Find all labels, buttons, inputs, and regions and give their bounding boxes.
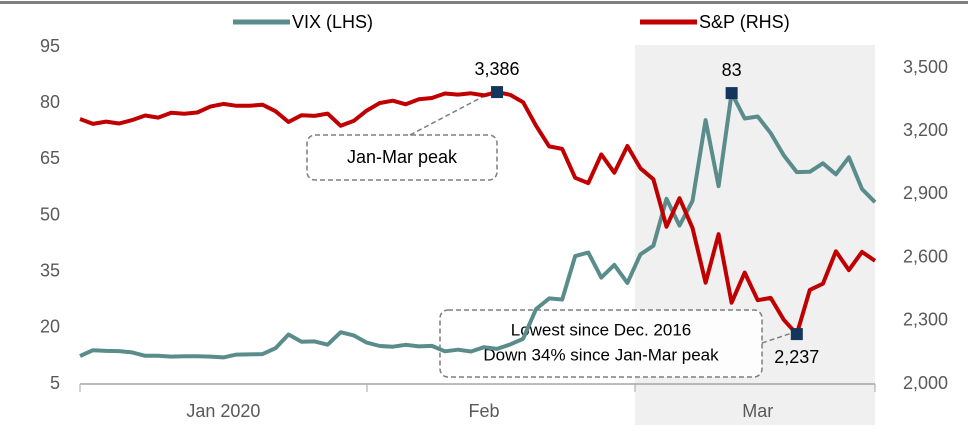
legend-label: S&P (RHS)	[699, 12, 790, 32]
annotation: Jan-Mar peak	[347, 147, 458, 167]
y2-tick-label: 2,900	[903, 183, 948, 203]
series-line	[79, 90, 877, 337]
y-tick-label: 20	[40, 317, 60, 337]
annotation-box	[439, 309, 763, 378]
y2-tick-label: 2,600	[903, 246, 948, 266]
y-tick-label: 50	[40, 204, 60, 224]
annotation-box	[306, 134, 498, 181]
annotation-connector	[409, 93, 489, 136]
y-tick-label: 95	[40, 36, 60, 56]
x-tick-label: Feb	[469, 401, 500, 421]
y2-tick-label: 2,300	[903, 310, 948, 330]
point-marker	[725, 87, 738, 100]
x-tick-label: Mar	[742, 401, 773, 421]
series-line	[79, 91, 877, 360]
data-label: 2,237	[774, 347, 819, 367]
x-tick-label: Jan 2020	[186, 401, 260, 421]
annotation-connector	[761, 331, 796, 344]
y2-tick-label: 3,500	[903, 57, 948, 77]
annotation: Lowest since Dec. 2016	[511, 320, 692, 339]
y2-tick-label: 3,200	[903, 120, 948, 140]
y2-tick-label: 2,000	[903, 373, 948, 393]
point-marker	[491, 86, 504, 99]
annotation: Down 34% since Jan-Mar peak	[483, 345, 719, 364]
point-marker	[790, 328, 803, 341]
data-label: 3,386	[475, 59, 520, 79]
data-label: 83	[722, 60, 742, 80]
y-tick-label: 35	[40, 260, 60, 280]
y-tick-label: 5	[50, 373, 60, 393]
y-tick-label: 80	[40, 92, 60, 112]
legend-label: VIX (LHS)	[292, 12, 373, 32]
top-border	[0, 1, 968, 4]
y-tick-label: 65	[40, 148, 60, 168]
